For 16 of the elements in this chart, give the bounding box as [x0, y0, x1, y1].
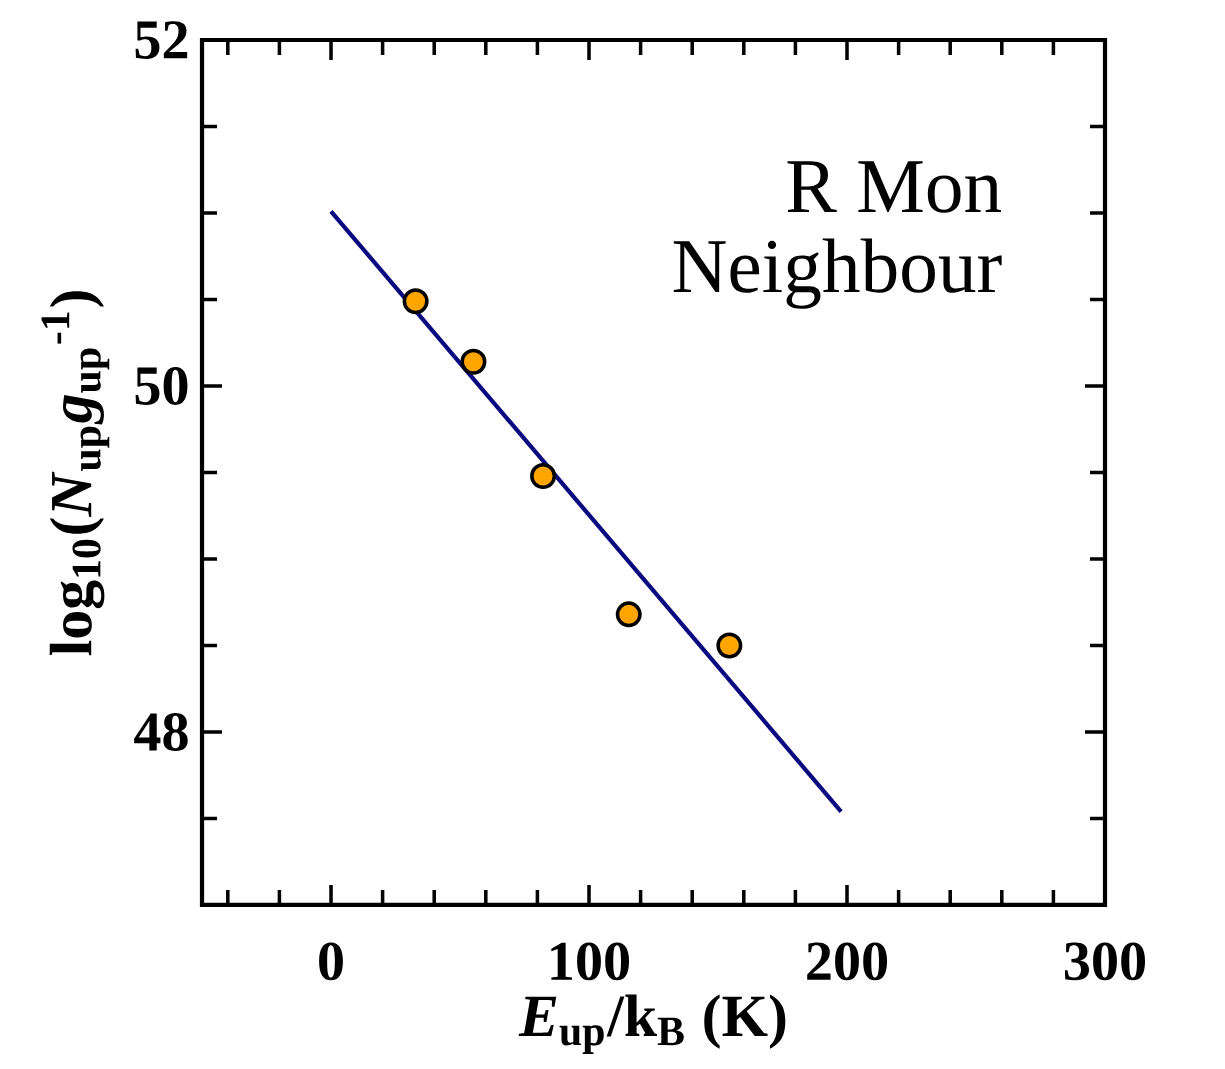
- annotation: R Mon: [787, 161, 1002, 213]
- point: [530, 462, 557, 489]
- x-tick-label: 100: [551, 942, 630, 981]
- x-tick-label: 300: [1064, 942, 1146, 981]
- y-tick-label: 48: [134, 713, 188, 751]
- y-tick-label: 52: [135, 21, 188, 59]
- y-tick-label: 50: [135, 367, 188, 405]
- x-tick-label: 200: [807, 942, 888, 981]
- text: log$_{10}$(N$_{up}$g$_{up}$$^{-1}$): [41, 291, 110, 656]
- point: [460, 348, 487, 375]
- point: [615, 601, 642, 628]
- x-tick-label: 0: [319, 942, 343, 981]
- annotation: Neighbour: [673, 238, 1002, 309]
- point: [716, 632, 743, 659]
- point: [402, 288, 429, 315]
- x-axis-title: E$_{up}$/k$_{B}$ (K): [518, 994, 786, 1054]
